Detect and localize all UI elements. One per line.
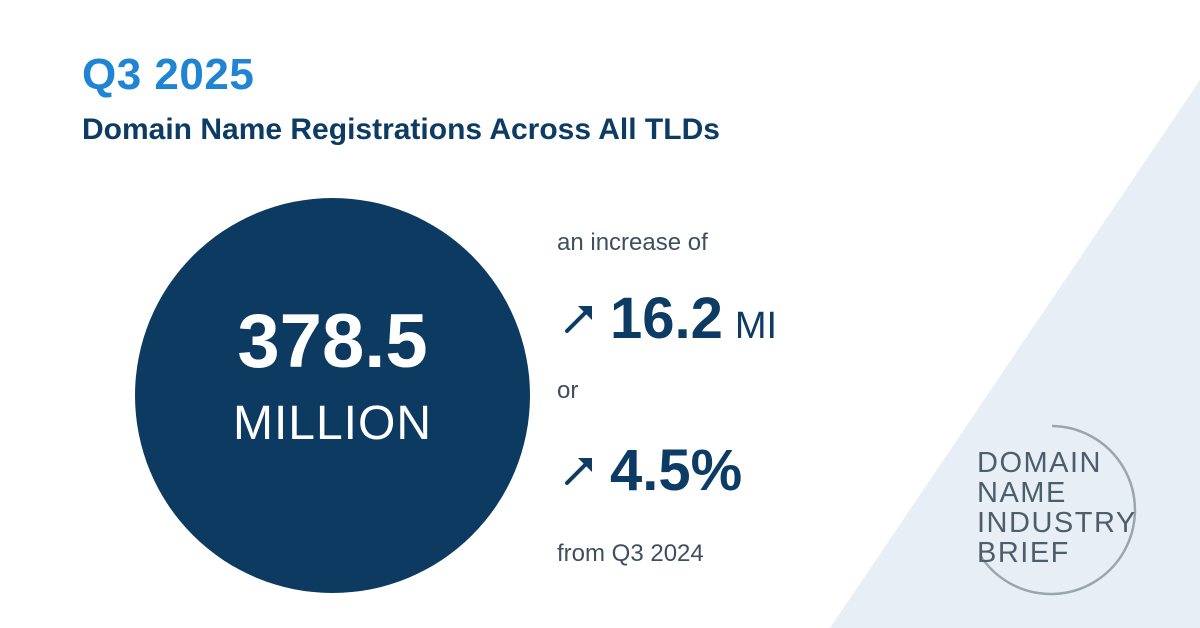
absolute-increase: 16.2 MI xyxy=(562,285,777,352)
logo-line: INDUSTRY xyxy=(977,507,1137,539)
total-registrations-value: 378.5 xyxy=(237,299,428,384)
comparison-text: from Q3 2024 xyxy=(557,540,704,567)
logo-line: DOMAIN xyxy=(977,447,1102,479)
absolute-increase-unit: MI xyxy=(734,305,778,347)
absolute-increase-value: 16.2 xyxy=(610,286,723,351)
domain-name-industry-brief-logo: DOMAIN NAME INDUSTRY BRIEF xyxy=(940,420,1160,600)
percent-increase: 4.5% xyxy=(562,437,742,504)
connector-text: or xyxy=(557,377,579,404)
arrow-up-right-icon xyxy=(565,305,592,333)
percent-increase-value: 4.5% xyxy=(610,438,743,503)
increase-intro-text: an increase of xyxy=(557,229,708,256)
total-registrations-circle: 378.5 MILLION xyxy=(135,198,530,593)
total-registrations-unit: MILLION xyxy=(232,397,433,450)
logo-ring-icon xyxy=(978,424,1137,596)
logo-line: BRIEF xyxy=(977,537,1070,569)
report-period: Q3 2025 xyxy=(82,50,255,99)
page-title: Domain Name Registrations Across All TLD… xyxy=(82,113,720,146)
arrow-up-right-icon xyxy=(565,457,592,485)
logo-line: NAME xyxy=(977,477,1067,509)
